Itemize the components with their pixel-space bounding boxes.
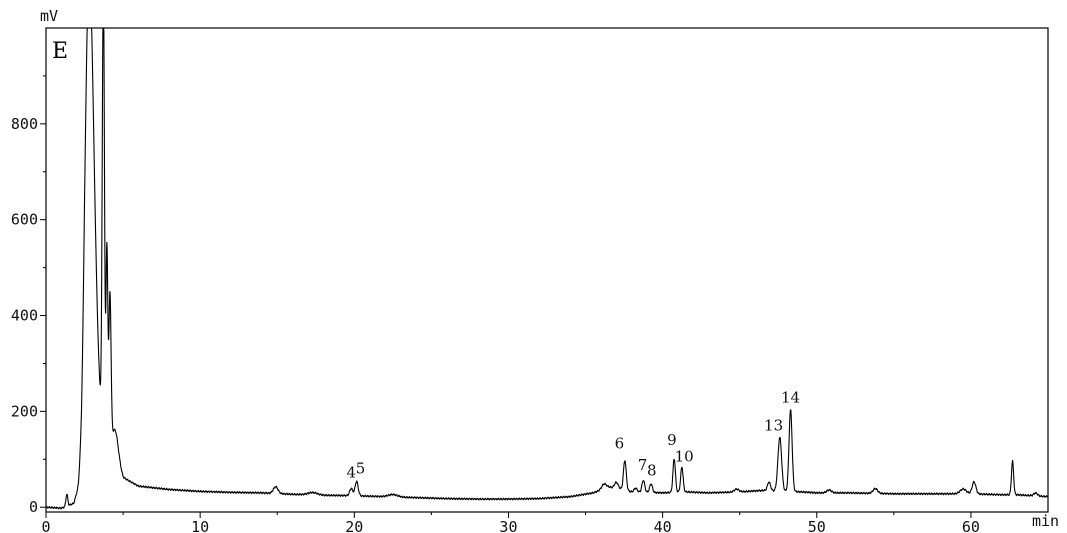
peak-label: 10 bbox=[675, 448, 694, 466]
y-tick-label: 400 bbox=[11, 307, 38, 325]
peak-label: 14 bbox=[781, 389, 800, 407]
y-axis-ticks: 0 200 400 600 800 bbox=[11, 75, 46, 516]
peak-label: 6 bbox=[615, 435, 625, 453]
x-tick-label: 10 bbox=[191, 518, 209, 533]
x-tick-label: 60 bbox=[962, 518, 980, 533]
peak-label: 7 bbox=[638, 456, 648, 474]
y-unit-label: mV bbox=[40, 7, 58, 25]
x-tick-label: 50 bbox=[808, 518, 826, 533]
y-tick-label: 800 bbox=[11, 115, 38, 133]
peak-label: 5 bbox=[356, 460, 366, 478]
x-tick-label: 40 bbox=[654, 518, 672, 533]
peak-label: 9 bbox=[667, 431, 677, 449]
y-tick-label: 600 bbox=[11, 211, 38, 229]
peak-label: 4 bbox=[346, 463, 356, 481]
peak-label: 13 bbox=[764, 417, 783, 435]
x-tick-label: 20 bbox=[345, 518, 363, 533]
axes bbox=[45, 27, 1049, 513]
plot-frame bbox=[45, 27, 1049, 513]
peak-label: 8 bbox=[647, 462, 657, 480]
x-tick-label: 30 bbox=[499, 518, 517, 533]
panel-label: E bbox=[52, 39, 68, 64]
x-tick-label: 0 bbox=[41, 518, 50, 533]
chromatogram-trace bbox=[45, 27, 1049, 510]
x-axis-ticks: 0 10 20 30 40 50 60 bbox=[41, 512, 980, 533]
y-tick-label: 0 bbox=[29, 498, 38, 516]
y-tick-label: 200 bbox=[11, 402, 38, 420]
x-unit-label: min bbox=[1032, 512, 1059, 530]
